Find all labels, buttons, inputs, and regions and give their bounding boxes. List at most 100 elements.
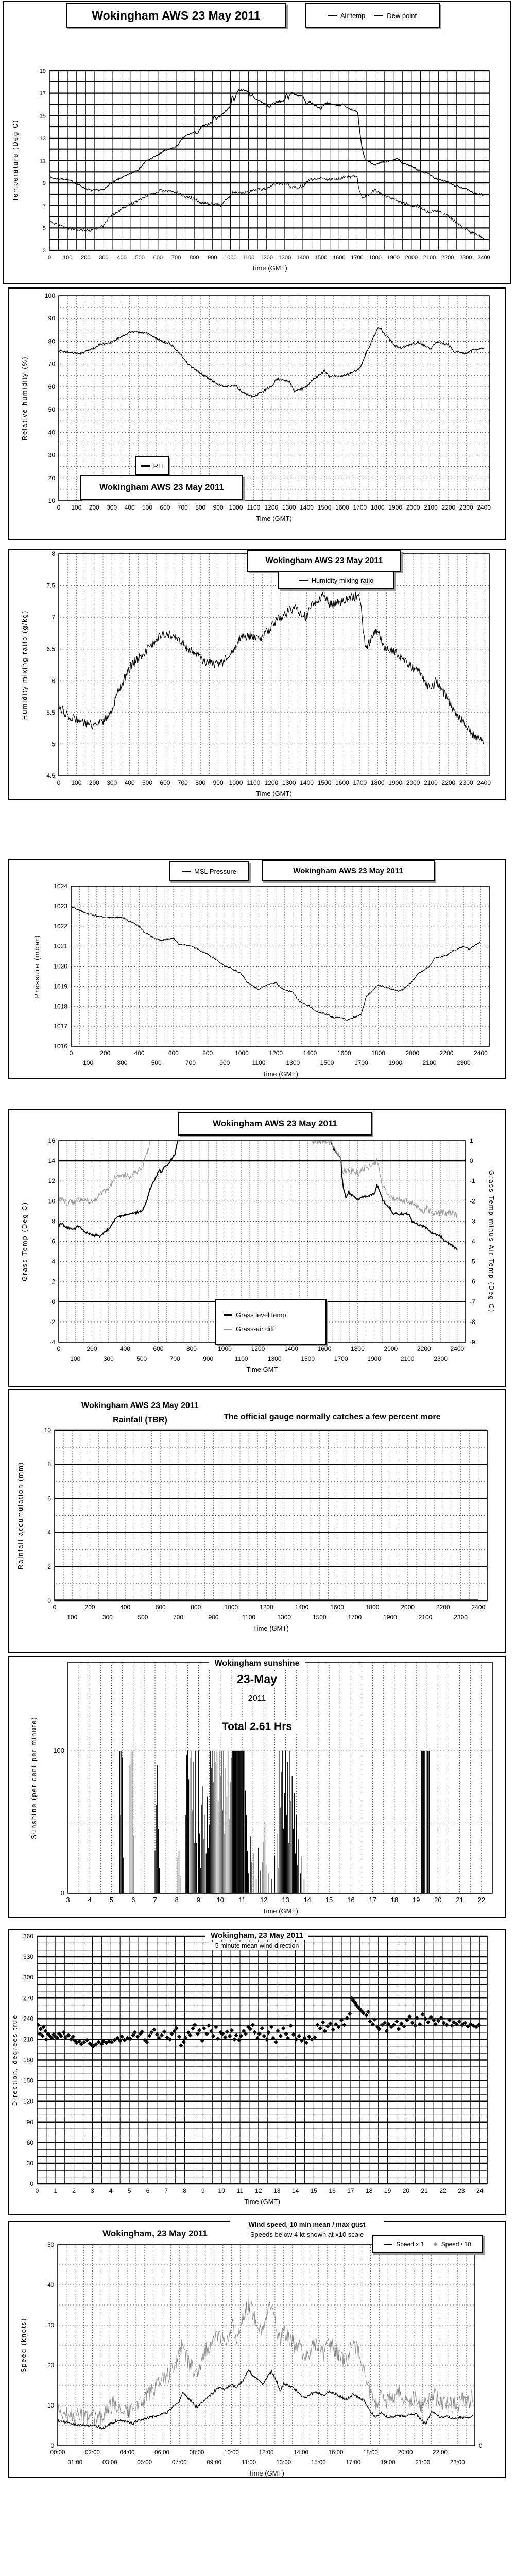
svg-text:900: 900 <box>208 255 217 261</box>
svg-text:1100: 1100 <box>252 1059 266 1066</box>
svg-text:0: 0 <box>57 504 61 511</box>
chart-legend: Grass level temp Grass-air diff <box>215 1299 327 1345</box>
svg-text:400: 400 <box>125 504 135 511</box>
svg-text:8: 8 <box>183 2187 186 2194</box>
svg-text:2100: 2100 <box>423 1059 437 1066</box>
svg-text:1017: 1017 <box>54 1023 67 1030</box>
svg-text:11:00: 11:00 <box>242 2460 256 2466</box>
chart-title: Wokingham AWS 23 May 2011 <box>80 475 243 500</box>
svg-text:Time (GMT): Time (GMT) <box>262 1907 298 1915</box>
svg-text:05:00: 05:00 <box>137 2460 152 2466</box>
svg-text:10: 10 <box>218 2187 226 2194</box>
svg-text:1200: 1200 <box>264 779 278 786</box>
svg-text:1000: 1000 <box>235 1049 249 1057</box>
svg-text:200: 200 <box>89 504 99 511</box>
svg-text:2000: 2000 <box>401 1604 415 1611</box>
svg-text:2: 2 <box>47 1563 51 1570</box>
svg-text:14: 14 <box>304 1896 311 1904</box>
svg-text:9: 9 <box>197 1896 200 1904</box>
svg-text:700: 700 <box>185 1059 196 1066</box>
svg-text:1900: 1900 <box>388 1059 402 1066</box>
svg-text:600: 600 <box>153 255 163 261</box>
svg-text:12: 12 <box>260 1896 267 1904</box>
svg-text:0: 0 <box>30 2180 33 2188</box>
svg-text:Time (GMT): Time (GMT) <box>256 790 292 798</box>
legend-item-air-temp: Air temp <box>328 12 365 20</box>
svg-text:7: 7 <box>164 2187 168 2194</box>
svg-text:20: 20 <box>403 2187 410 2194</box>
svg-text:1019: 1019 <box>54 982 67 990</box>
svg-text:30: 30 <box>27 2160 34 2167</box>
svg-text:150: 150 <box>23 2077 33 2084</box>
svg-text:1000: 1000 <box>229 504 243 511</box>
svg-text:400: 400 <box>120 1345 130 1352</box>
svg-text:6: 6 <box>146 2187 150 2194</box>
svg-text:2000: 2000 <box>406 779 420 786</box>
svg-text:Sunshine (per cent per minute): Sunshine (per cent per minute) <box>30 1716 38 1839</box>
svg-text:2100: 2100 <box>401 1355 415 1362</box>
chart-subtitle: Rainfall (TBR) <box>113 1416 167 1425</box>
svg-text:1400: 1400 <box>295 1604 309 1611</box>
svg-text:Time (GMT): Time (GMT) <box>251 264 287 272</box>
svg-text:240: 240 <box>23 2015 33 2022</box>
svg-text:6: 6 <box>47 1495 51 1502</box>
svg-text:23:00: 23:00 <box>450 2460 465 2466</box>
svg-text:200: 200 <box>81 255 90 261</box>
svg-text:300: 300 <box>107 779 117 786</box>
svg-text:19: 19 <box>413 1896 420 1904</box>
legend-item-dew-point: Dew point <box>374 12 417 20</box>
svg-text:7: 7 <box>153 1896 157 1904</box>
svg-text:400: 400 <box>120 1604 130 1611</box>
chart-year: 2011 <box>9 1694 505 1703</box>
svg-text:90: 90 <box>27 2119 34 2126</box>
svg-text:0: 0 <box>52 1298 55 1306</box>
svg-text:1016: 1016 <box>54 1043 67 1050</box>
axes: 1016 1017 1018 1019 1020 1021 1022 1023 1024 0 200… <box>33 883 488 1078</box>
svg-text:2300: 2300 <box>454 1614 468 1621</box>
svg-text:2: 2 <box>52 1278 55 1285</box>
thick-line-swatch-icon <box>328 14 337 16</box>
svg-text:100: 100 <box>67 1614 77 1621</box>
title-text: Wokingham, 23 May 2011 <box>205 1931 308 1940</box>
svg-text:0: 0 <box>57 1345 61 1352</box>
pressure-chart: 1016 1017 1018 1019 1020 1021 1022 1023 1024 0 200… <box>33 883 490 1078</box>
svg-text:13: 13 <box>273 2187 281 2194</box>
chart-title: Wokingham, 23 May 2011 <box>102 2229 208 2239</box>
axes: 0 100 3 4 5 6 7 8 9 10 11 12 13 14 15 16 17 18 19 20 21 22 Tim… <box>30 1716 485 1915</box>
svg-text:1200: 1200 <box>260 1604 273 1611</box>
svg-text:1100: 1100 <box>247 779 261 786</box>
legend-label: RH <box>153 462 163 470</box>
svg-text:18:00: 18:00 <box>363 2450 378 2456</box>
chart-legend: Air temp Dew point <box>305 3 440 28</box>
svg-text:1100: 1100 <box>235 1355 248 1362</box>
svg-text:1900: 1900 <box>367 1355 381 1362</box>
svg-text:700: 700 <box>178 779 188 786</box>
thick-line-swatch-icon <box>182 870 191 872</box>
svg-text:2400: 2400 <box>477 255 490 261</box>
legend-item-speed-div10: ◆ Speed / 10 <box>433 2241 471 2248</box>
svg-text:1400: 1400 <box>284 1345 298 1352</box>
legend-label: Speed x 1 <box>396 2241 424 2248</box>
series-humidity-mixing-ratio <box>59 591 485 744</box>
svg-text:1: 1 <box>54 2187 57 2194</box>
gray-line-swatch-icon <box>224 1328 232 1330</box>
svg-text:Speed (knots): Speed (knots) <box>20 2318 27 2373</box>
svg-text:10: 10 <box>48 1197 56 1205</box>
svg-text:4.5: 4.5 <box>46 772 55 779</box>
panel-relative-humidity: 10 20 30 40 50 60 70 80 90 100 0 100 200 300 400 500 600… <box>8 287 506 540</box>
gauge-note: The official gauge normally catches a fe… <box>224 1413 441 1421</box>
svg-text:200: 200 <box>85 1604 95 1611</box>
svg-text:2000: 2000 <box>406 1049 420 1057</box>
svg-text:0: 0 <box>36 2187 39 2194</box>
svg-text:1500: 1500 <box>313 1614 327 1621</box>
svg-text:500: 500 <box>138 1614 148 1621</box>
svg-text:-8: -8 <box>470 1318 475 1326</box>
svg-text:-7: -7 <box>470 1298 475 1306</box>
svg-text:120: 120 <box>23 2098 33 2105</box>
svg-text:00:00: 00:00 <box>50 2450 65 2456</box>
svg-text:300: 300 <box>99 255 108 261</box>
svg-text:1300: 1300 <box>282 779 296 786</box>
svg-text:3: 3 <box>66 1896 70 1904</box>
svg-text:900: 900 <box>219 1059 230 1066</box>
